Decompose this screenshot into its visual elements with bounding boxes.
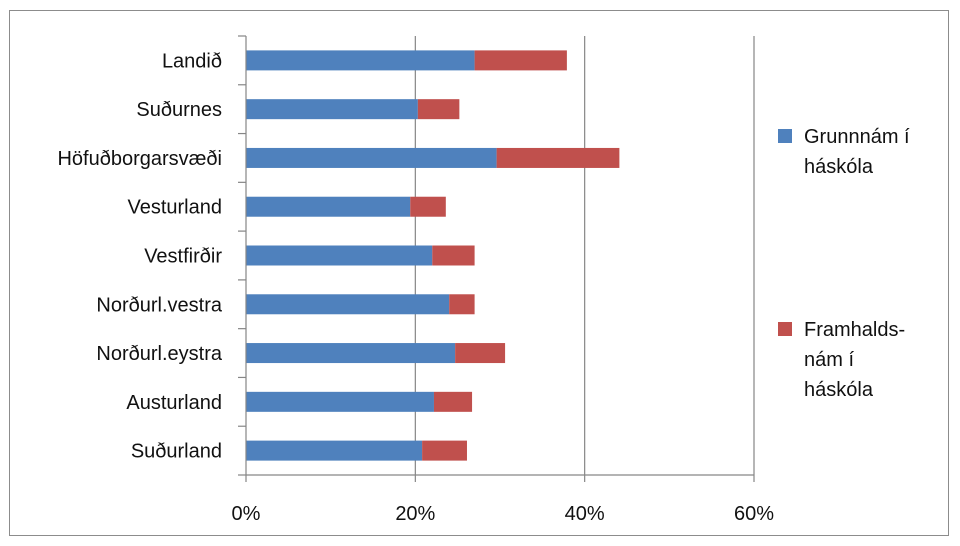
category-labels: Landið Suðurnes Höfuðborgarsvæði Vesturland… bbox=[57, 50, 222, 462]
category-label-7: Austurland bbox=[126, 392, 222, 414]
bar-framhaldsnam-2 bbox=[496, 147, 620, 168]
axes bbox=[238, 35, 755, 482]
bar-grunnnam-4 bbox=[246, 245, 433, 266]
category-label-1: Suðurnes bbox=[136, 99, 222, 121]
legend-label-1: Framhalds-nám í háskóla bbox=[804, 319, 905, 401]
bar-framhaldsnam-3 bbox=[410, 196, 446, 217]
x-tick-label-3: 60% bbox=[734, 503, 774, 525]
legend-swatch-1 bbox=[778, 322, 792, 336]
bar-grunnnam-7 bbox=[246, 391, 434, 412]
bar-framhaldsnam-0 bbox=[474, 50, 567, 71]
bar-framhaldsnam-1 bbox=[417, 99, 460, 120]
bar-grunnnam-3 bbox=[246, 196, 411, 217]
legend-swatch-0 bbox=[778, 129, 792, 143]
chart-frame bbox=[9, 10, 949, 536]
category-label-8: Suðurland bbox=[131, 441, 222, 463]
category-label-3: Vesturland bbox=[127, 197, 222, 219]
x-tick-labels: 0% 20% 40% 60% bbox=[232, 503, 775, 525]
x-tick-label-0: 0% bbox=[232, 503, 261, 525]
bar-framhaldsnam-8 bbox=[422, 440, 467, 461]
bar-framhaldsnam-6 bbox=[455, 343, 506, 364]
category-label-4: Vestfirðir bbox=[144, 246, 222, 268]
category-label-2: Höfuðborgarsvæði bbox=[57, 148, 222, 170]
bar-grunnnam-6 bbox=[246, 343, 456, 364]
legend: Grunnnám í háskóla Framhalds-nám í háskóla bbox=[778, 126, 910, 401]
bar-grunnnam-5 bbox=[246, 294, 450, 315]
bar-grunnnam-2 bbox=[246, 147, 497, 168]
bar-framhaldsnam-5 bbox=[449, 294, 475, 315]
bars bbox=[246, 50, 620, 461]
bar-framhaldsnam-7 bbox=[433, 391, 473, 412]
legend-label-0: Grunnnám í háskóla bbox=[804, 126, 910, 178]
bar-grunnnam-1 bbox=[246, 99, 418, 120]
bar-grunnnam-0 bbox=[246, 50, 475, 71]
category-label-5: Norðurl.vestra bbox=[96, 294, 222, 316]
bar-framhaldsnam-4 bbox=[432, 245, 475, 266]
bar-grunnnam-8 bbox=[246, 440, 423, 461]
x-tick-label-1: 20% bbox=[395, 503, 435, 525]
x-tick-label-2: 40% bbox=[565, 503, 605, 525]
category-label-0: Landið bbox=[162, 50, 222, 72]
category-label-6: Norðurl.eystra bbox=[96, 343, 222, 365]
